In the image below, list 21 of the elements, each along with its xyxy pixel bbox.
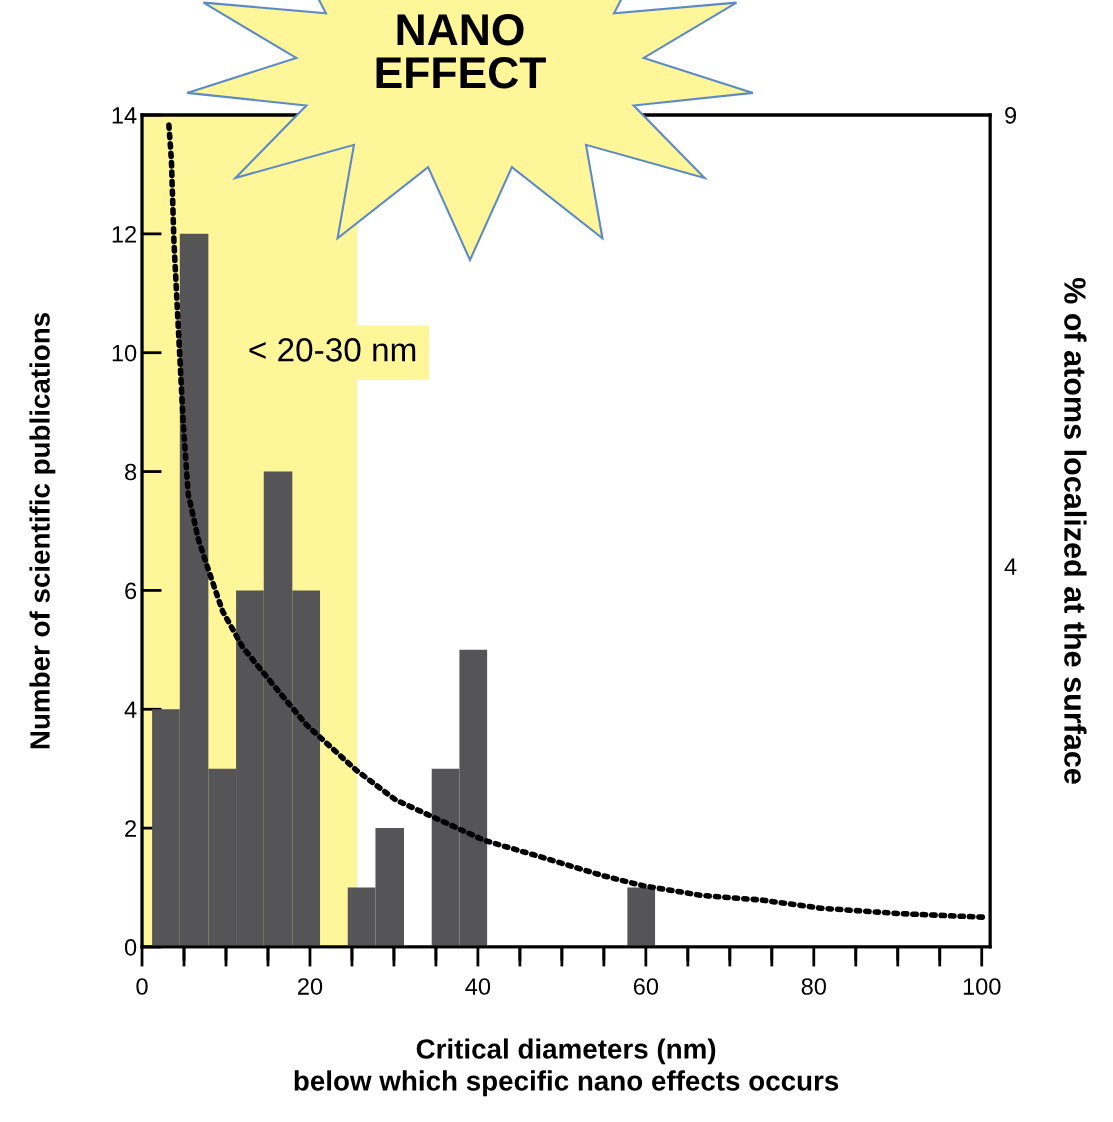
y2-tick-label: 4 — [1004, 558, 1017, 575]
y-axis-title: Number of scientific publications — [29, 312, 56, 749]
x-tick-label: 60 — [633, 978, 659, 995]
y2-axis-title: % of atoms localized at the surface — [1064, 277, 1087, 784]
x-tick-label: 80 — [801, 978, 826, 995]
x-tick-label: 40 — [465, 978, 491, 995]
y-tick-label: 14 — [112, 107, 137, 124]
y-tick-label: 0 — [124, 939, 137, 956]
x-axis-title: Critical diameters (nm) below which specific nano effects occurs — [294, 1038, 839, 1097]
x-tick-label: 100 — [963, 978, 1001, 995]
x-tick-label: 0 — [136, 978, 148, 995]
x-tick-label: 20 — [298, 978, 323, 995]
y-tick-label: 2 — [125, 820, 136, 837]
text: NANO EFFECT — [376, 13, 546, 89]
y-tick-label: 12 — [112, 225, 136, 243]
y-tick-label: 6 — [125, 582, 137, 600]
y-tick-label: 8 — [125, 463, 137, 481]
y2-tick-label: 9 — [1005, 107, 1017, 124]
band-label: < 20-30 nm — [249, 338, 416, 362]
y-tick-label: 10 — [112, 344, 137, 362]
y-tick-label: 4 — [124, 701, 137, 718]
